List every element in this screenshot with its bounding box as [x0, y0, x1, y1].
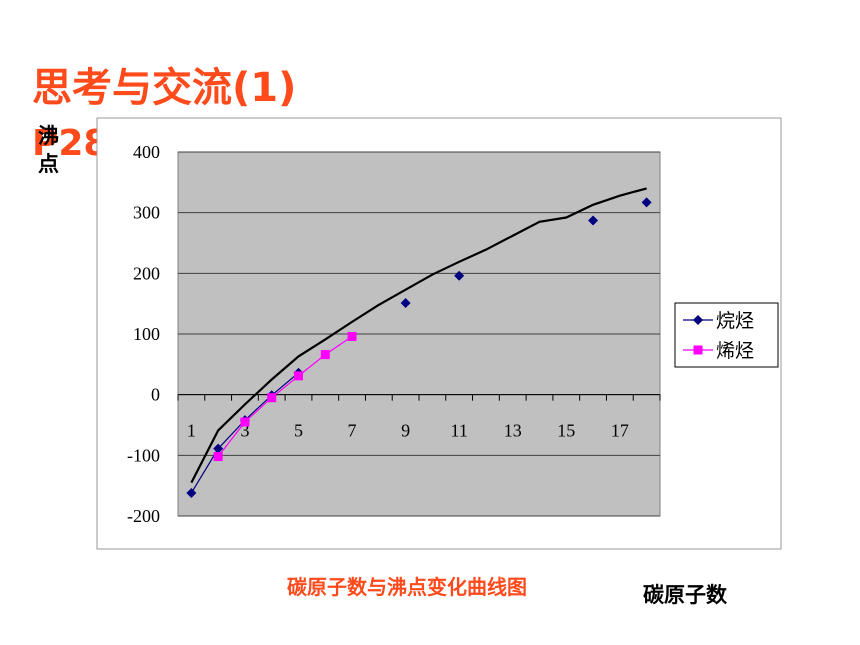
page-ref: P28 [32, 123, 108, 164]
slide-title: 思考与交流(1) [32, 65, 296, 111]
y-tick-label: 200 [133, 263, 160, 283]
chart-caption: 碳原子数与沸点变化曲线图 [287, 575, 527, 599]
point [294, 371, 303, 381]
y-axis-label: 沸点 [38, 124, 59, 176]
point [213, 443, 224, 454]
point [240, 417, 250, 427]
legend-label: 烯烃 [716, 340, 754, 362]
x-tick-label: 3 [240, 421, 249, 441]
point [454, 270, 465, 281]
y-tick-label: 400 [133, 142, 160, 162]
y-tick-label: -200 [127, 506, 160, 526]
x-tick-label: 1 [187, 421, 196, 441]
x-tick-label: 17 [611, 421, 629, 441]
point [267, 393, 277, 403]
point [693, 345, 703, 355]
x-tick-label: 9 [401, 421, 410, 441]
point [186, 487, 197, 498]
x-tick-label: 11 [450, 421, 467, 441]
point [320, 350, 330, 360]
y-tick-label: 100 [133, 324, 160, 344]
point [347, 331, 357, 341]
legend-box [674, 302, 779, 368]
y-tick-label: 300 [133, 203, 160, 223]
point [213, 452, 223, 462]
x-tick-label: 7 [348, 421, 357, 441]
point [588, 215, 599, 226]
point [693, 315, 703, 325]
x-tick-label: 15 [557, 421, 575, 441]
point [641, 197, 652, 208]
y-tick-label: 0 [151, 385, 160, 405]
series-line [190, 187, 647, 484]
y-tick-label: -100 [127, 445, 160, 465]
x-tick-label: 13 [504, 421, 522, 441]
point [400, 298, 411, 309]
legend-label: 烷烃 [716, 310, 754, 332]
x-axis-label: 碳原子数 [643, 583, 728, 607]
x-tick-label: 5 [294, 421, 303, 441]
